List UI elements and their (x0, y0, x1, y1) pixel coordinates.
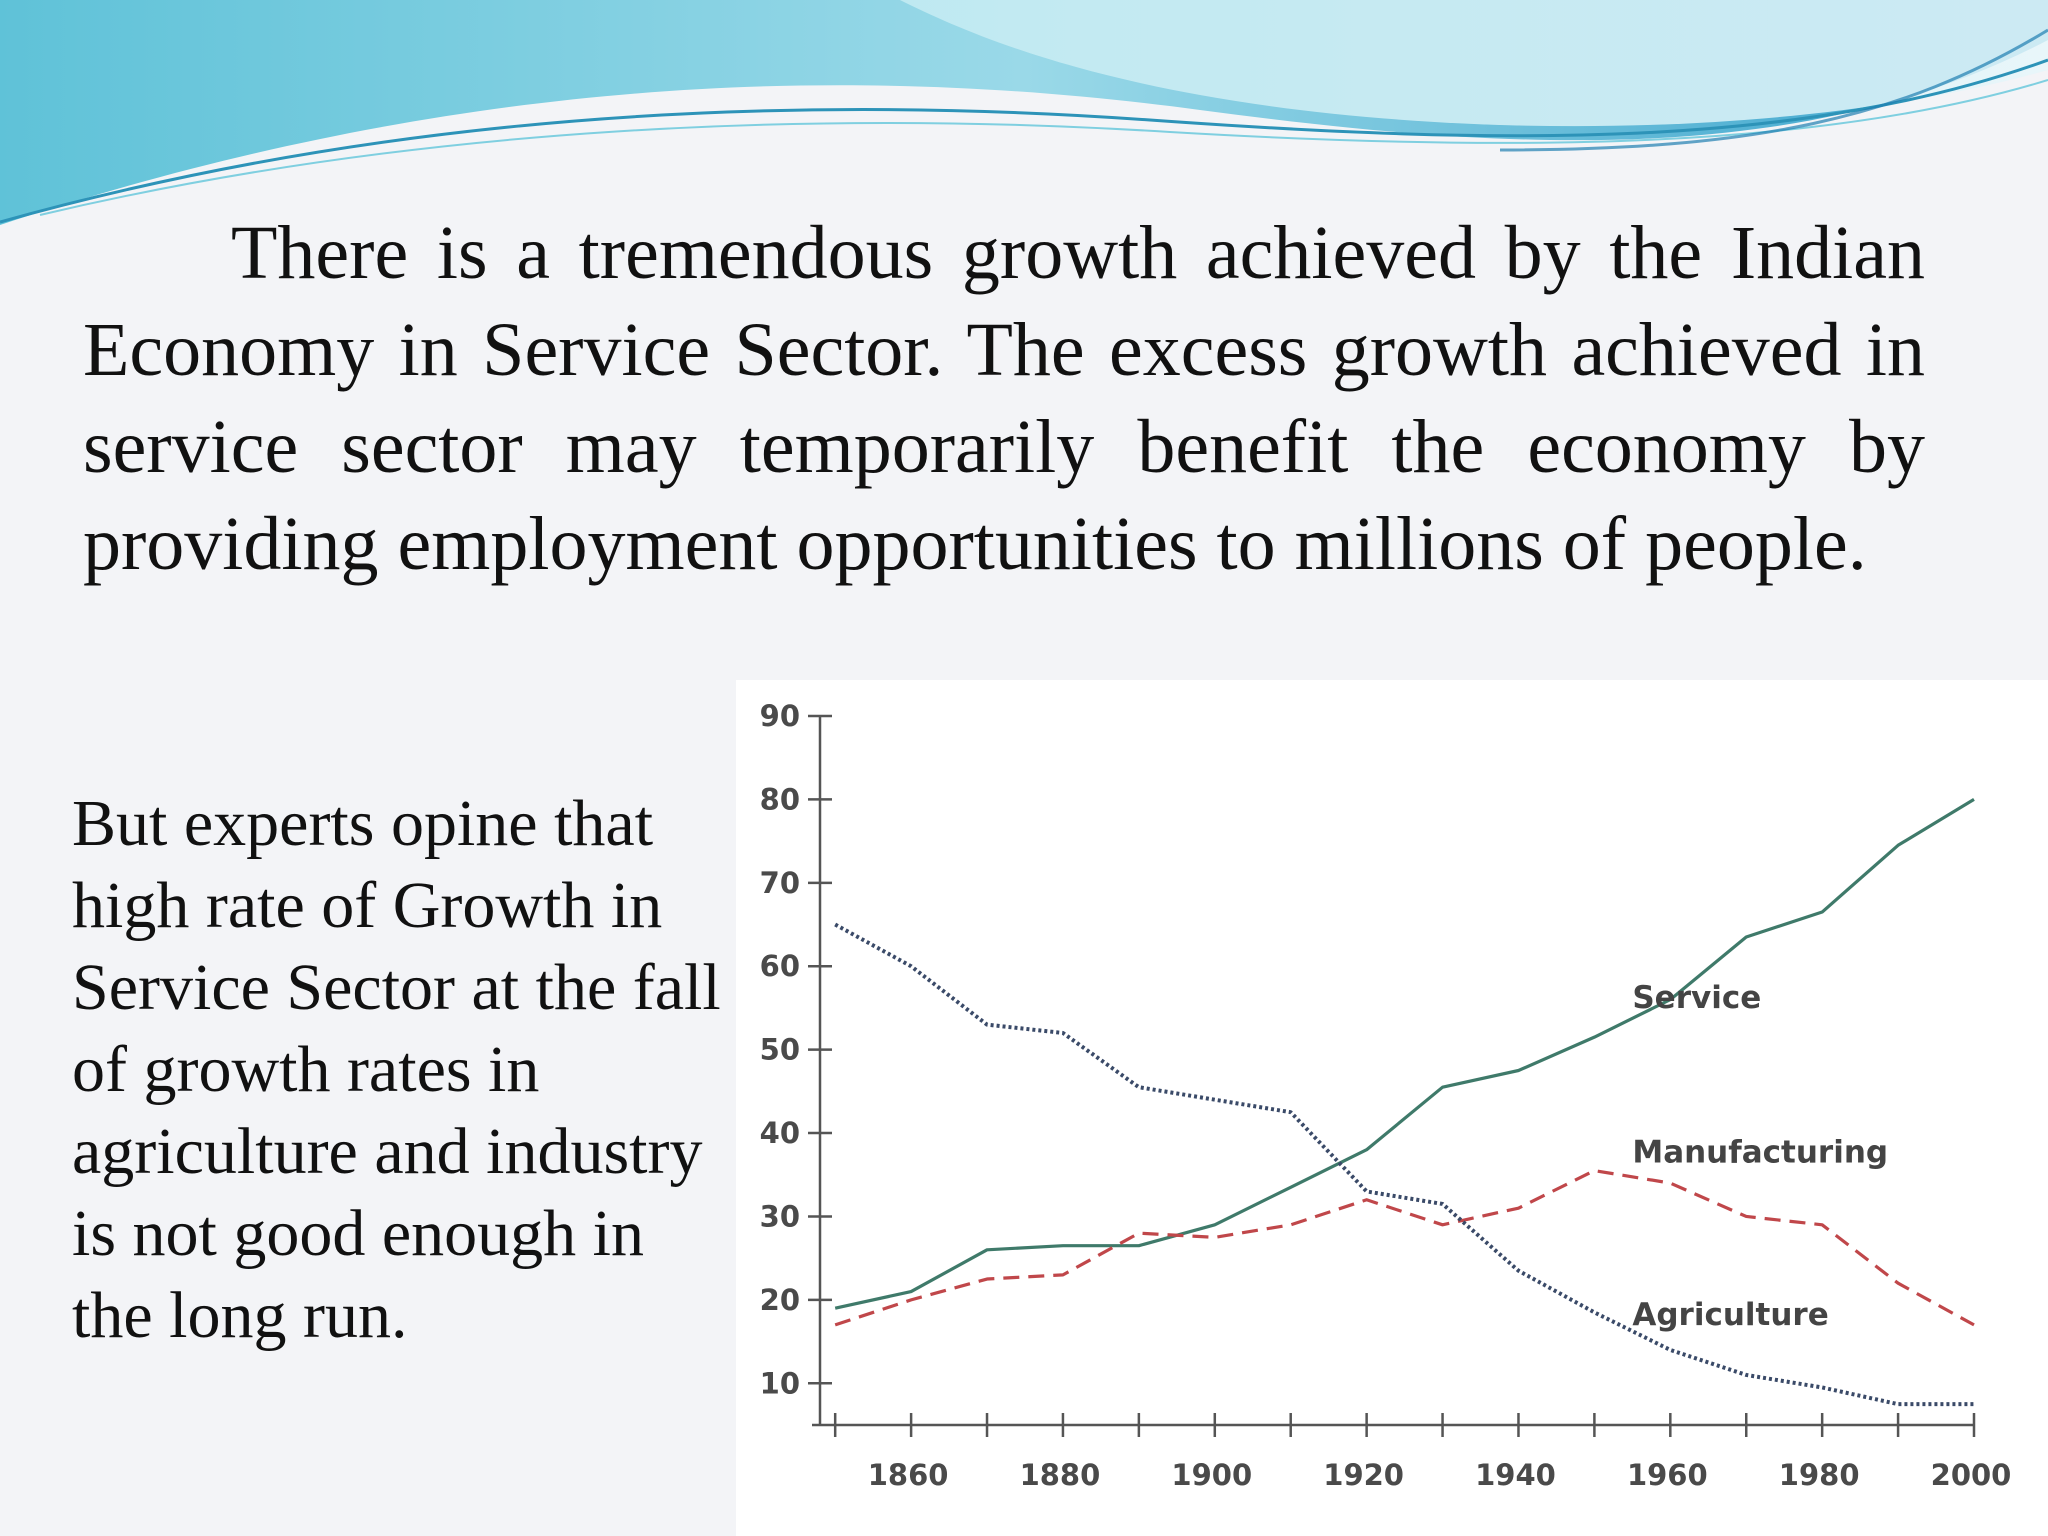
x-tick-label: 1960 (1627, 1458, 1708, 1492)
y-tick-label: 90 (760, 699, 800, 733)
wave-decoration (0, 0, 2048, 225)
y-tick-label: 60 (760, 949, 800, 983)
chart-panel: 10 20 30 40 50 60 70 80 90 1860 1880 1900 1920 1940 19… (736, 680, 2048, 1536)
service-line (834, 798, 1975, 1310)
service-label: Service (1632, 980, 1761, 1016)
manufacturing-label: Manufacturing (1632, 1134, 1888, 1170)
y-tick-label: 30 (760, 1199, 800, 1233)
x-tick-label: 1880 (1020, 1458, 1101, 1492)
y-tick-label: 50 (760, 1033, 800, 1067)
y-tick-label: 70 (760, 866, 800, 900)
y-tick-label: 20 (760, 1283, 800, 1317)
agriculture-label: Agriculture (1632, 1297, 1828, 1333)
main-paragraph: There is a tremendous growth achieved by… (83, 211, 1925, 586)
x-tick-label: 1920 (1323, 1458, 1404, 1492)
x-tick-label: 2000 (1931, 1458, 2012, 1492)
sector-share-line-chart: 10 20 30 40 50 60 70 80 90 1860 1880 1900 1920 1940 19… (760, 699, 2012, 1492)
x-tick-label: 1980 (1779, 1458, 1860, 1492)
side-paragraph: But experts opine that high rate of Grow… (72, 787, 721, 1352)
y-tick-label: 80 (760, 782, 800, 816)
agriculture-line (834, 922, 1974, 1407)
x-tick-label: 1900 (1171, 1458, 1252, 1492)
y-tick-label: 10 (760, 1366, 800, 1400)
x-tick-label: 1860 (868, 1458, 949, 1492)
x-tick-label: 1940 (1475, 1458, 1556, 1492)
y-tick-label: 40 (760, 1116, 800, 1150)
